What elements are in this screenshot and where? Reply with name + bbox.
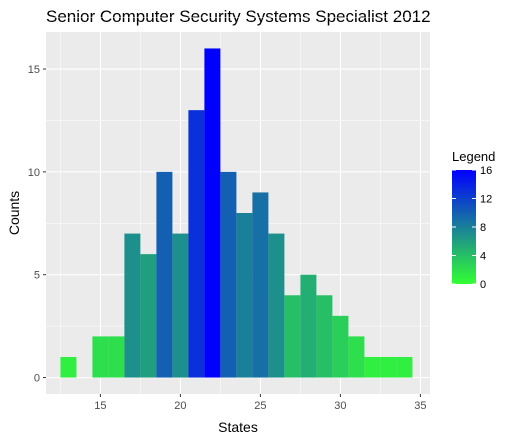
histogram-bar [108, 336, 125, 378]
histogram-bar [252, 192, 269, 378]
y-tick-label: 0 [34, 373, 40, 385]
histogram-bar [284, 295, 301, 378]
legend-title: Legend [452, 149, 495, 164]
y-axis-ticks: 0 5 10 15 [28, 64, 46, 385]
bars [60, 48, 413, 378]
legend-label: 4 [480, 251, 486, 263]
histogram-bar [124, 233, 141, 378]
histogram-bar [220, 171, 237, 378]
histogram-bar [60, 356, 77, 378]
x-tick-label: 25 [254, 400, 266, 412]
legend-label: 0 [480, 279, 486, 291]
y-axis-title: Counts [6, 191, 22, 235]
x-axis-ticks: 15 20 25 30 35 [94, 394, 427, 412]
histogram-bar [348, 336, 365, 378]
legend-label: 12 [480, 194, 492, 206]
histogram-bar [332, 315, 349, 378]
histogram-bar [316, 295, 333, 378]
y-tick-label: 10 [28, 167, 40, 179]
histogram-bar [204, 48, 221, 378]
histogram-bar [172, 233, 189, 378]
x-tick-label: 30 [334, 400, 346, 412]
y-tick-label: 15 [28, 64, 40, 76]
histogram-bar [188, 110, 205, 378]
histogram-bar [268, 233, 285, 378]
x-tick-label: 15 [94, 400, 106, 412]
histogram-bar [236, 213, 253, 378]
legend: Legend 16 12 8 4 0 [452, 149, 495, 291]
histogram-bar [156, 171, 173, 378]
x-axis-title: States [218, 419, 258, 435]
legend-ticks: 16 12 8 4 0 [452, 165, 492, 291]
histogram-bar [396, 356, 413, 378]
chart-title: Senior Computer Security Systems Special… [46, 7, 431, 26]
histogram-bar [300, 274, 317, 378]
histogram-bar [92, 336, 109, 378]
histogram-bar [380, 356, 397, 378]
legend-label: 8 [480, 222, 486, 234]
histogram-bar [140, 254, 157, 378]
x-tick-label: 35 [414, 400, 426, 412]
legend-label: 16 [480, 165, 492, 177]
histogram-bar [364, 356, 381, 378]
y-tick-label: 5 [34, 270, 40, 282]
x-tick-label: 20 [174, 400, 186, 412]
